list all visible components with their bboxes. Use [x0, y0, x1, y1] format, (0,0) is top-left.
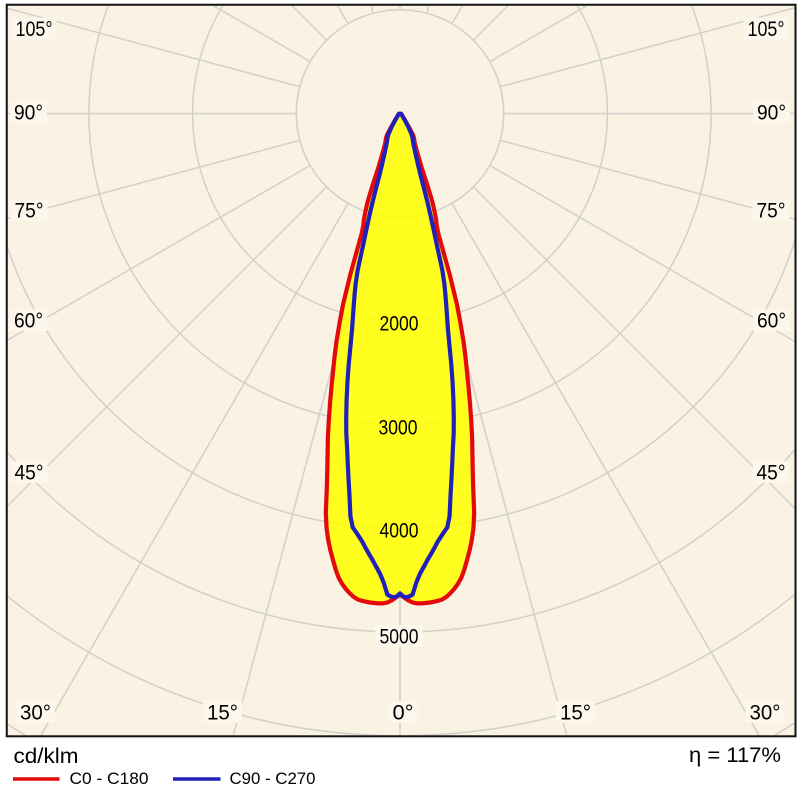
- svg-text:90°: 90°: [757, 100, 786, 124]
- svg-text:30°: 30°: [20, 700, 51, 724]
- svg-text:105°: 105°: [748, 17, 785, 41]
- svg-text:4000: 4000: [380, 518, 419, 542]
- svg-text:C0 - C180: C0 - C180: [70, 769, 149, 788]
- svg-text:45°: 45°: [757, 460, 786, 484]
- svg-text:3000: 3000: [379, 415, 418, 439]
- svg-text:60°: 60°: [757, 308, 786, 332]
- svg-text:60°: 60°: [14, 308, 43, 332]
- svg-text:C90 - C270: C90 - C270: [230, 769, 316, 788]
- svg-text:5000: 5000: [380, 624, 419, 648]
- svg-text:cd/klm: cd/klm: [14, 745, 79, 768]
- svg-text:2000: 2000: [380, 311, 419, 335]
- svg-text:75°: 75°: [757, 198, 786, 222]
- svg-text:η = 117%: η = 117%: [689, 744, 781, 767]
- svg-text:30°: 30°: [750, 700, 781, 724]
- svg-text:15°: 15°: [207, 700, 238, 724]
- svg-text:0°: 0°: [393, 700, 414, 724]
- svg-text:15°: 15°: [560, 700, 591, 724]
- svg-text:75°: 75°: [15, 198, 44, 222]
- svg-text:90°: 90°: [14, 100, 43, 124]
- svg-text:105°: 105°: [16, 17, 53, 41]
- svg-text:45°: 45°: [15, 460, 44, 484]
